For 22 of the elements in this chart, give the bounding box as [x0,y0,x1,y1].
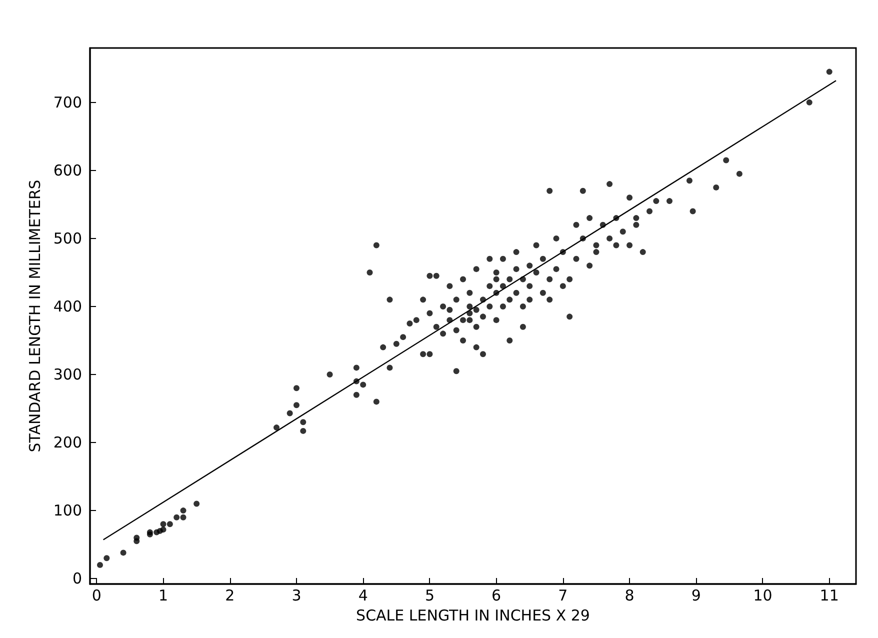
x-tick-label: 2 [225,586,235,604]
y-tick-label: 300 [53,365,82,384]
x-tick-label: 0 [92,586,102,604]
x-tick-label: 5 [424,586,434,604]
y-tick-label: 700 [53,93,82,112]
y-tick-label: 200 [53,434,82,452]
x-tick-label: 7 [558,586,568,604]
x-tick-label: 6 [492,586,502,604]
x-tick-label: 3 [292,586,302,604]
y-tick-label: 500 [53,229,82,248]
x-axis-title: SCALE LENGTH IN INCHES X 29 [356,606,590,624]
y-tick-label: 0 [72,570,82,588]
x-tick-label: 1 [158,586,168,604]
x-tick-label: 10 [753,586,772,604]
y-axis-title: STANDARD LENGTH IN MILLIMETERS [26,180,44,452]
x-tick-label: 8 [624,586,634,604]
y-tick-label: 100 [53,502,82,520]
y-tick-label: 400 [53,297,82,316]
x-tick-label: 9 [691,586,701,604]
x-tick-label: 11 [820,586,839,604]
y-tick-label: 600 [53,161,82,180]
x-tick-label: 4 [358,586,368,604]
